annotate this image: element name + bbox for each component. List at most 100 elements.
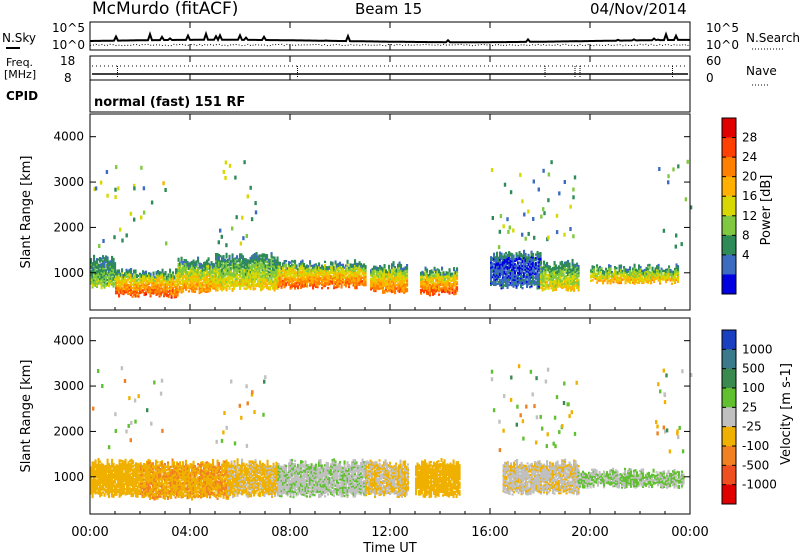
- heatmap-cell: [201, 274, 204, 277]
- heatmap-cell: [672, 272, 675, 275]
- heatmap-cell: [451, 276, 454, 279]
- heatmap-cell: [433, 273, 436, 276]
- heatmap-cell: [91, 468, 94, 471]
- heatmap-cell: [233, 263, 236, 266]
- heatmap-cell: [397, 274, 400, 277]
- heatmap-cell: [255, 272, 258, 275]
- heatmap-cell: [571, 283, 574, 286]
- heatmap-cell: [292, 272, 295, 275]
- heatmap-cell: [529, 268, 532, 272]
- heatmap-cell: [215, 287, 218, 290]
- heatmap-cell: [591, 279, 594, 282]
- heatmap-cell: [310, 269, 313, 273]
- heatmap-cell: [279, 263, 282, 266]
- heatmap-cell: [266, 279, 269, 283]
- heatmap-cell: [300, 278, 303, 281]
- heatmap-cell: [99, 464, 102, 467]
- heatmap-cell: [289, 268, 292, 271]
- heatmap-cell: [198, 271, 201, 274]
- heatmap-cell: [286, 275, 289, 279]
- heatmap-cell: [538, 268, 541, 271]
- heatmap-cell: [242, 284, 245, 287]
- heatmap-cell: [448, 271, 451, 274]
- heatmap-cell: [355, 285, 358, 288]
- heatmap-cell: [565, 268, 568, 271]
- heatmap-cell: [454, 285, 457, 289]
- heatmap-cell: [523, 268, 526, 271]
- heatmap-cell: [668, 272, 671, 275]
- heatmap-cell: [543, 284, 546, 287]
- heatmap-cell: [283, 277, 286, 280]
- heatmap-cell: [231, 274, 234, 277]
- heatmap-cell: [231, 284, 234, 287]
- heatmap-cell: [97, 277, 100, 280]
- heatmap-cell: [230, 268, 233, 272]
- heatmap-cell: [538, 269, 541, 273]
- heatmap-cell: [404, 288, 407, 291]
- heatmap-cell: [108, 266, 111, 269]
- heatmap-cell: [339, 272, 342, 275]
- heatmap-cell: [641, 271, 644, 274]
- heatmap-cell: [533, 257, 536, 260]
- heatmap-cell: [252, 271, 255, 274]
- heatmap-cell: [496, 275, 499, 279]
- heatmap-cell: [567, 270, 570, 273]
- heatmap-cell: [444, 290, 447, 294]
- heatmap-cell: [151, 279, 154, 282]
- heatmap-cell: [248, 278, 251, 281]
- heatmap-cell: [515, 253, 518, 257]
- heatmap-cell: [448, 276, 451, 280]
- heatmap-cell: [558, 272, 561, 275]
- heatmap-cell: [515, 279, 518, 283]
- heatmap-cell: [641, 276, 644, 279]
- heatmap-cell: [251, 269, 254, 272]
- heatmap-cell: [635, 270, 638, 273]
- heatmap-cell: [453, 289, 456, 292]
- heatmap-cell: [99, 477, 102, 480]
- heatmap-cell: [511, 273, 514, 276]
- heatmap-cell: [267, 260, 270, 263]
- heatmap-cell: [433, 289, 436, 292]
- heatmap-cell: [421, 281, 424, 284]
- heatmap-cell: [161, 273, 164, 277]
- heatmap-cell: [125, 286, 128, 289]
- heatmap-cell: [157, 278, 160, 281]
- heatmap-cell: [300, 279, 303, 283]
- heatmap-cell: [382, 288, 385, 291]
- heatmap-cell: [227, 267, 230, 270]
- heatmap-cell: [385, 276, 388, 279]
- heatmap-cell: [328, 272, 331, 275]
- heatmap-cell: [246, 278, 249, 281]
- heatmap-cell: [118, 288, 121, 291]
- heatmap-cell: [106, 283, 109, 287]
- heatmap-cell: [674, 274, 677, 278]
- heatmap-cell: [201, 284, 204, 288]
- heatmap-cell: [633, 265, 636, 268]
- heatmap-cell: [401, 281, 404, 284]
- heatmap-cell: [511, 275, 514, 278]
- heatmap-cell: [572, 187, 575, 192]
- heatmap-cell: [136, 281, 139, 284]
- heatmap-cell: [541, 268, 544, 271]
- heatmap-cell: [571, 264, 574, 267]
- heatmap-cell: [376, 280, 379, 283]
- heatmap-cell: [672, 274, 675, 277]
- heatmap-cell: [277, 266, 280, 269]
- heatmap-cell: [270, 262, 273, 265]
- heatmap-cell: [319, 271, 322, 275]
- heatmap-cell: [100, 271, 103, 274]
- heatmap-cell: [283, 280, 286, 284]
- heatmap-cell: [573, 282, 576, 285]
- heatmap-cell: [243, 271, 246, 275]
- heatmap-cell: [647, 272, 650, 276]
- heatmap-cell: [194, 289, 197, 292]
- heatmap-cell: [400, 272, 403, 275]
- heatmap-cell: [441, 290, 444, 294]
- heatmap-cell: [424, 268, 427, 271]
- heatmap-cell: [175, 278, 178, 281]
- heatmap-cell: [639, 269, 642, 272]
- heatmap-cell: [103, 276, 106, 279]
- heatmap-cell: [629, 280, 632, 283]
- heatmap-cell: [346, 275, 349, 278]
- heatmap-cell: [93, 187, 96, 192]
